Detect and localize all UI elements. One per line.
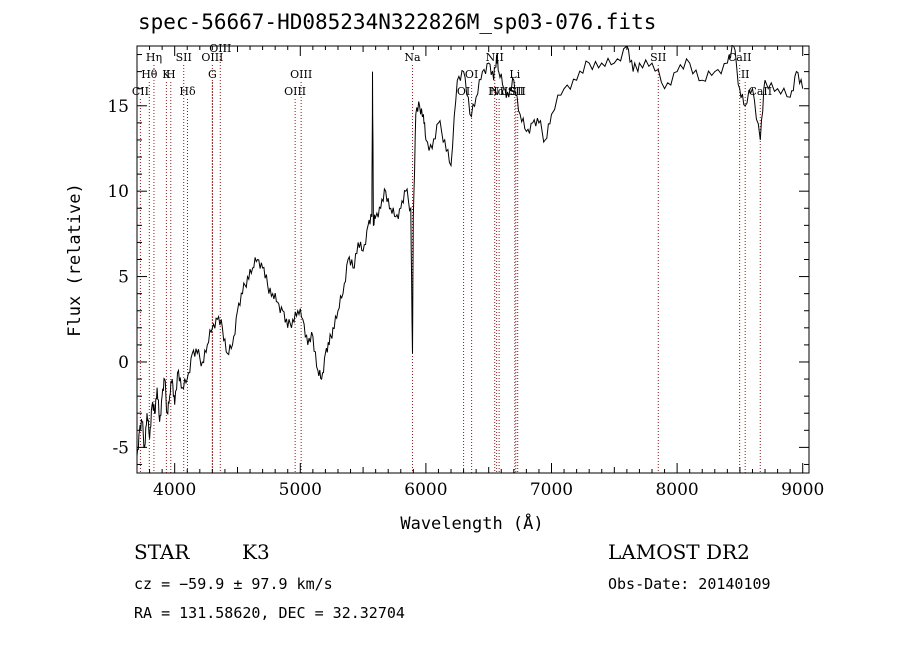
line-marker-label: Hθ	[141, 68, 158, 81]
chart-title: spec-56667-HD085234N322826M_sp03-076.fit…	[138, 10, 657, 34]
y-tick-label: 10	[107, 182, 129, 202]
x-tick-label: 9000	[781, 480, 824, 500]
line-marker-label: SII	[510, 85, 526, 98]
line-marker-label: OIII	[284, 85, 306, 98]
x-axis-ticks: 4000 5000 6000 7000 8000 9000	[149, 46, 824, 500]
emission-line-labels: CIIHθHηKHSIIHδOIIIGOIIIOIIIOIIINaOIOINII…	[132, 42, 772, 98]
y-axis-ticks: -5 0 5 10 15	[107, 54, 809, 465]
line-marker-label: NII	[486, 51, 504, 64]
x-tick-label: 8000	[655, 480, 698, 500]
y-tick-label: 5	[118, 268, 129, 288]
x-tick-label: 7000	[530, 480, 573, 500]
x-tick-label: 6000	[404, 480, 447, 500]
line-marker-label: Li	[509, 68, 520, 81]
redshift-readout: cz = −59.9 ± 97.9 km/s	[134, 575, 333, 593]
line-marker-label: Hη	[146, 51, 162, 64]
y-tick-label: 15	[107, 97, 129, 117]
survey-name: LAMOST DR2	[608, 540, 750, 564]
line-marker-label: CaII	[748, 85, 772, 98]
y-tick-label: -5	[112, 438, 129, 458]
line-marker-label: OIII	[209, 42, 231, 55]
line-marker-label: OI	[457, 85, 470, 98]
x-axis-label: Wavelength (Å)	[400, 512, 543, 534]
x-tick-label: 5000	[279, 480, 322, 500]
y-axis-label: Flux (relative)	[65, 183, 85, 337]
line-marker-label: CaII	[728, 51, 752, 64]
coordinates-readout: RA = 131.58620, DEC = 32.32704	[134, 604, 405, 622]
line-marker-label: Hδ	[179, 85, 196, 98]
x-tick-label: 4000	[153, 480, 196, 500]
line-marker-label: II	[741, 68, 750, 81]
y-tick-label: 0	[118, 353, 129, 373]
line-marker-label: K	[162, 68, 171, 81]
line-marker-label: SII	[650, 51, 666, 64]
line-marker-label: SII	[176, 51, 192, 64]
spectrum-line	[136, 44, 804, 456]
object-subclass: K3	[242, 540, 270, 564]
plot-frame	[136, 45, 810, 474]
line-marker-label: OIII	[290, 68, 312, 81]
line-marker-label: OI	[465, 68, 478, 81]
observation-date: Obs-Date: 20140109	[608, 575, 771, 593]
line-marker-label: H	[166, 68, 176, 81]
emission-line-markers	[139, 56, 761, 473]
object-class: STAR	[134, 540, 190, 564]
line-marker-label: G	[208, 68, 217, 81]
line-marker-label: Na	[404, 51, 421, 64]
line-marker-label: OIII	[201, 51, 223, 64]
line-marker-label: Hα	[488, 85, 506, 98]
line-marker-label: CII	[132, 85, 149, 98]
